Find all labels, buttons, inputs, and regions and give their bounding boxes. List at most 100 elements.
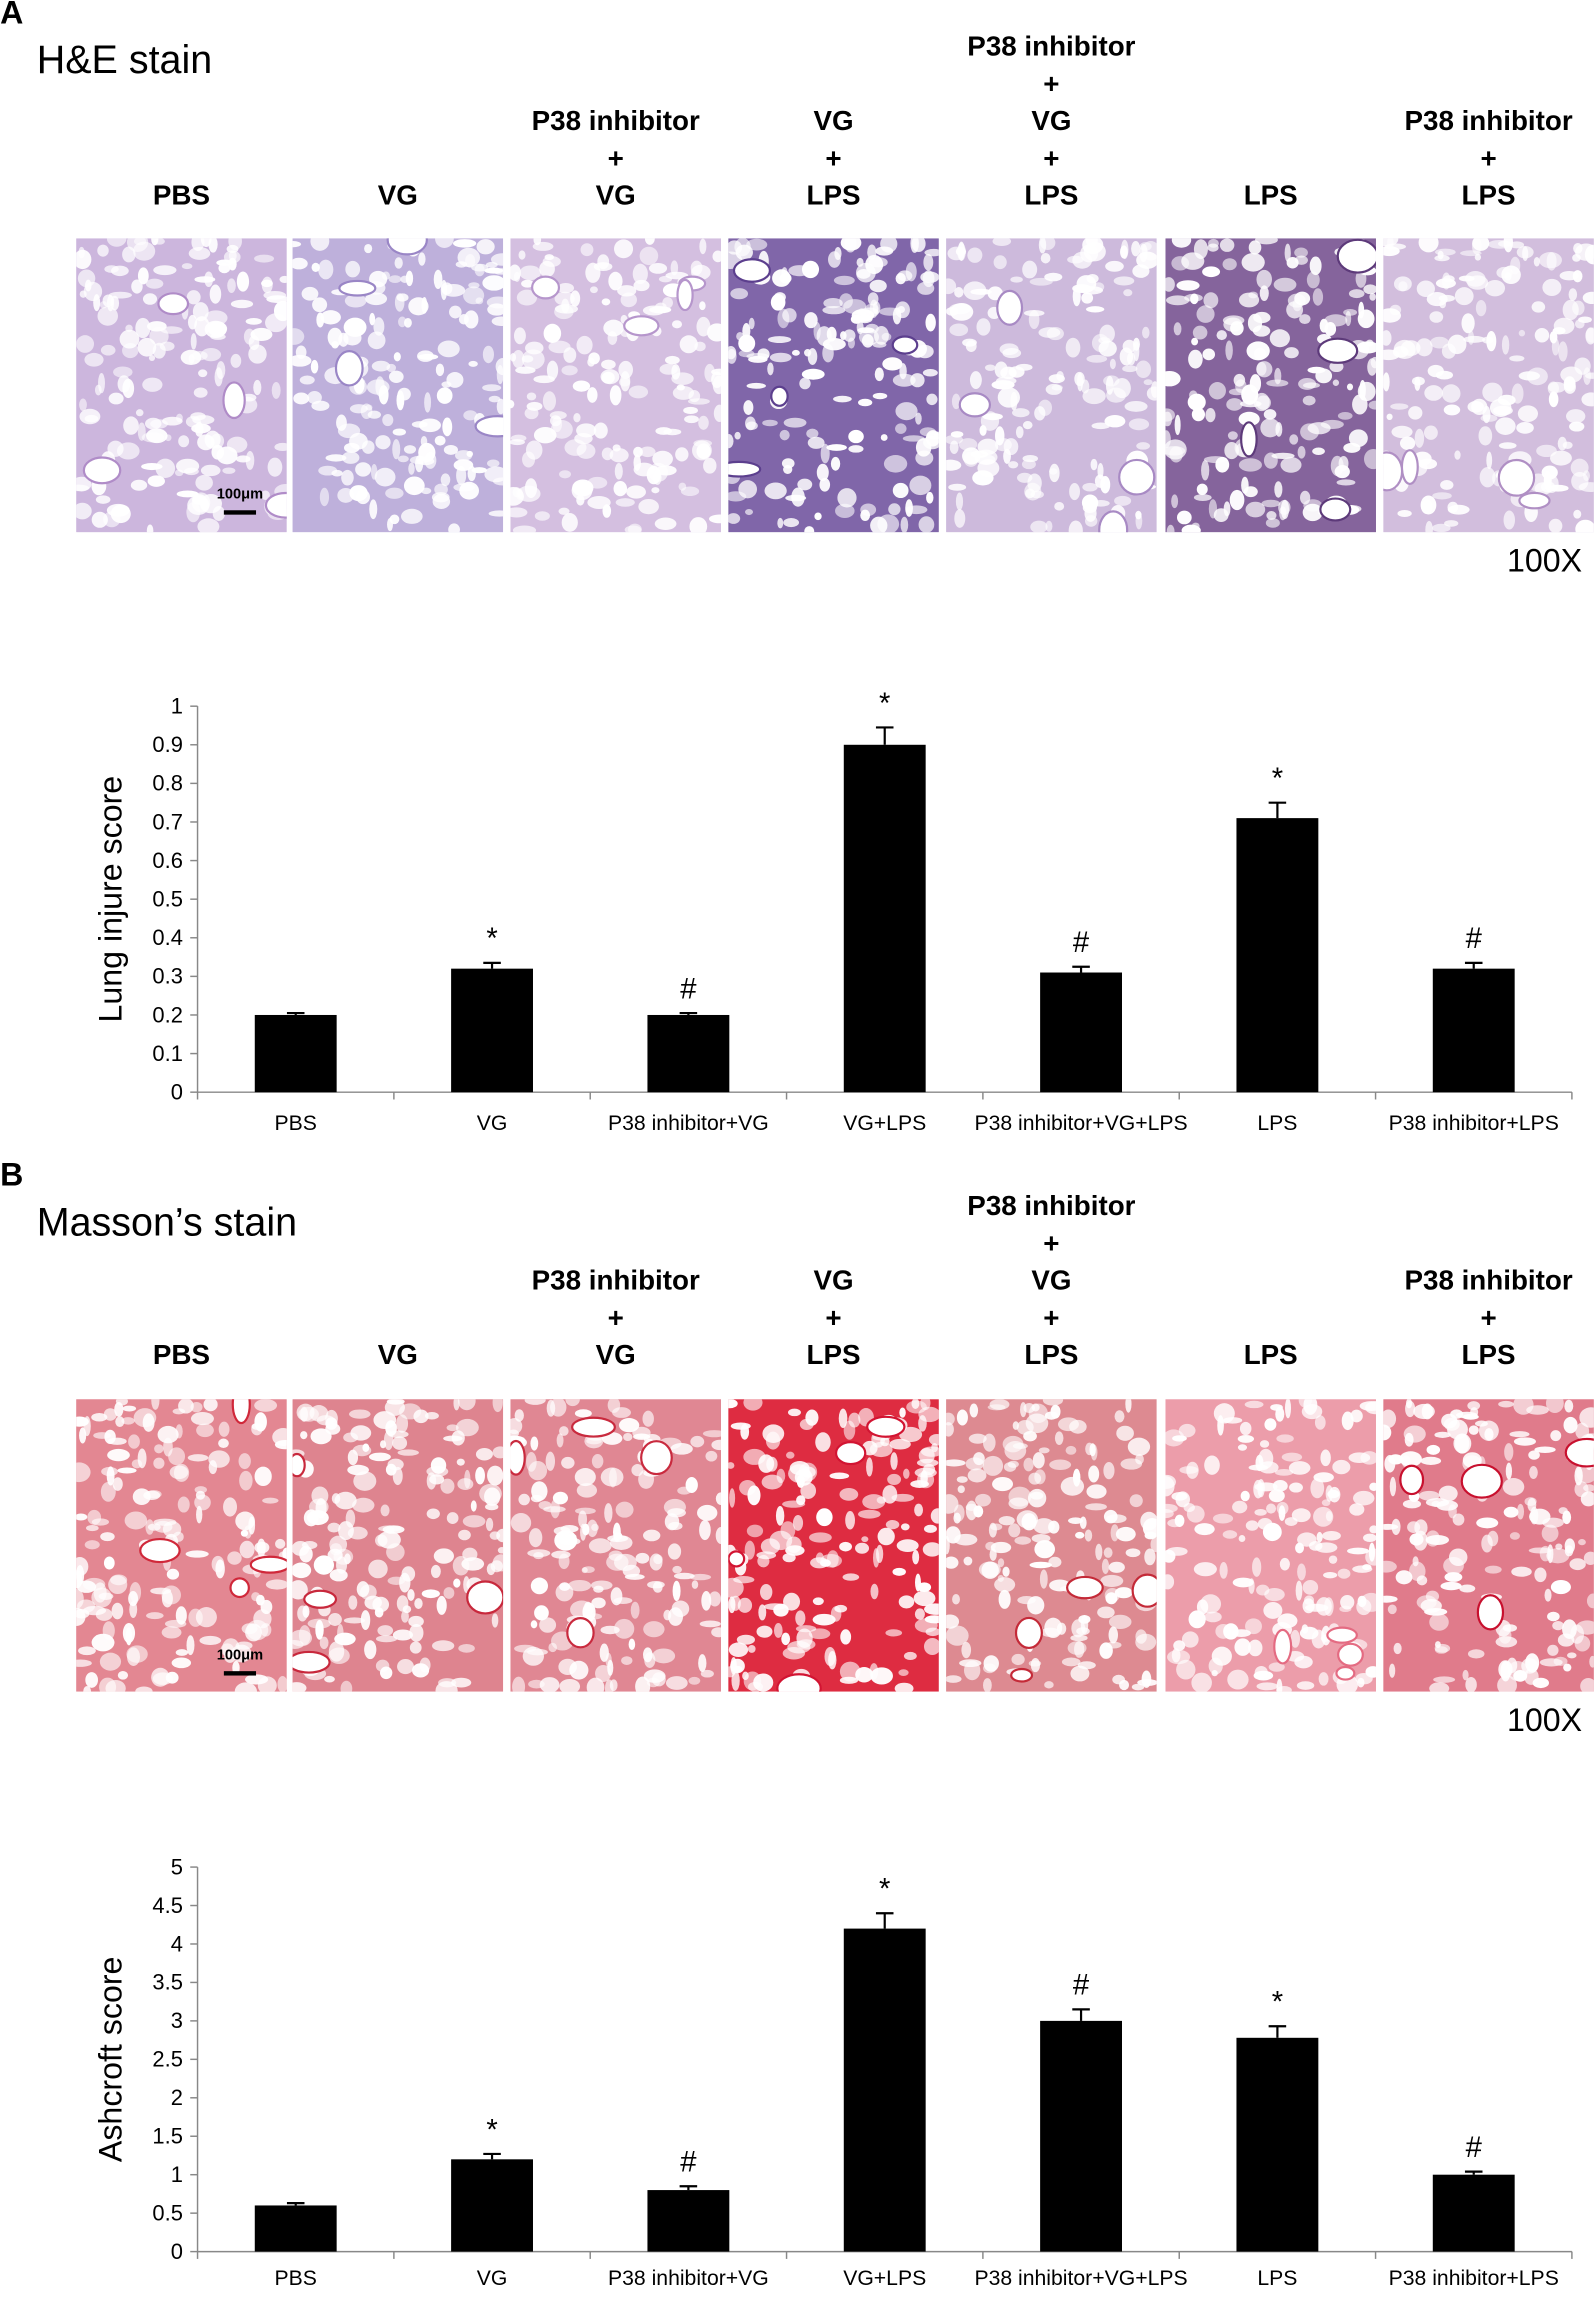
alveolus <box>1022 260 1038 279</box>
histology-image <box>1383 238 1594 533</box>
alveolus <box>699 301 706 311</box>
alveolus <box>899 1426 923 1443</box>
alveolus <box>780 1521 796 1540</box>
alveolus <box>729 1488 736 1508</box>
alveolus <box>623 1432 633 1442</box>
alveolus <box>364 243 373 254</box>
airspace <box>571 1416 616 1438</box>
alveolus <box>923 1637 939 1656</box>
airspace <box>728 460 762 478</box>
alveolus <box>1447 504 1470 515</box>
alveolus <box>965 1457 985 1471</box>
alveolus <box>518 250 526 260</box>
x-tick-label: PBS <box>275 1112 317 1135</box>
alveolus <box>548 340 571 354</box>
alveolus <box>1542 278 1562 297</box>
alveolus <box>484 466 504 483</box>
alveolus <box>435 1681 458 1692</box>
alveolus <box>930 1508 939 1524</box>
alveolus <box>1383 1409 1397 1429</box>
alveolus <box>121 1417 135 1425</box>
alveolus <box>1390 403 1409 410</box>
x-tick-label: P38 inhibitor+LPS <box>1389 2267 1559 2290</box>
alveolus <box>204 310 228 326</box>
airspace <box>1010 1667 1034 1683</box>
alveolus <box>809 1532 832 1543</box>
alveolus <box>839 1487 859 1501</box>
alveolus <box>949 302 974 321</box>
alveolus <box>453 1578 461 1588</box>
alveolus <box>1085 1442 1094 1456</box>
alveolus <box>1365 1548 1376 1566</box>
alveolus <box>185 415 201 428</box>
alveolus <box>1085 1503 1107 1511</box>
alveolus <box>1528 1450 1540 1460</box>
airspace <box>1400 449 1419 486</box>
alveolus <box>97 244 109 257</box>
alveolus <box>254 1399 278 1412</box>
alveolus <box>510 439 525 446</box>
alveolus <box>1099 1642 1113 1659</box>
alveolus <box>593 1585 604 1593</box>
alveolus <box>85 1524 99 1532</box>
alveolus <box>728 1596 736 1614</box>
alveolus <box>601 359 616 370</box>
alveolus <box>1238 292 1260 308</box>
alveolus <box>399 1572 411 1593</box>
alveolus <box>744 1540 755 1560</box>
alveolus <box>706 323 721 342</box>
column-label: + <box>608 1302 624 1333</box>
alveolus <box>1411 376 1425 386</box>
alveolus <box>1045 520 1053 532</box>
alveolus <box>812 1597 824 1606</box>
alveolus <box>169 1465 189 1480</box>
alveolus <box>1082 238 1104 255</box>
alveolus <box>1578 316 1592 324</box>
alveolus <box>663 428 682 436</box>
alveolus <box>341 469 354 486</box>
alveolus <box>1109 358 1116 370</box>
alveolus <box>1259 1440 1270 1448</box>
alveolus <box>638 498 659 515</box>
alveolus <box>1205 408 1216 423</box>
alveolus <box>698 1654 707 1673</box>
alveolus <box>416 457 435 466</box>
alveolus <box>783 417 807 428</box>
x-tick-label: VG <box>477 1112 508 1135</box>
airspace <box>474 415 504 438</box>
alveolus <box>715 1527 721 1544</box>
alveolus <box>441 381 452 388</box>
alveolus <box>1191 337 1199 346</box>
alveolus <box>1256 395 1271 410</box>
alveolus <box>408 297 429 316</box>
alveolus <box>914 1503 924 1517</box>
alveolus <box>699 238 707 255</box>
alveolus <box>1057 1417 1079 1432</box>
alveolus <box>1232 1500 1248 1514</box>
alveolus <box>954 1533 978 1546</box>
alveolus <box>440 1478 455 1494</box>
alveolus <box>1237 1434 1255 1443</box>
alveolus <box>1337 411 1353 420</box>
alveolus <box>186 1635 195 1656</box>
histology-image <box>1383 1399 1594 1692</box>
alveolus <box>1273 277 1297 292</box>
alveolus <box>903 1651 917 1661</box>
alveolus <box>1113 276 1135 286</box>
airspace <box>1131 1573 1157 1608</box>
alveolus <box>534 511 550 521</box>
y-axis-label: Ashcroft score <box>93 1957 129 2163</box>
alveolus <box>1369 293 1376 301</box>
alveolus <box>319 1636 329 1650</box>
alveolus <box>254 254 275 263</box>
alveolus <box>822 338 846 351</box>
alveolus <box>530 1620 538 1629</box>
scale-bar-label: 100μm <box>217 487 263 503</box>
alveolus <box>1352 1565 1373 1573</box>
alveolus <box>518 1493 530 1506</box>
column-label: LPS <box>807 180 861 211</box>
histology-image <box>1165 1399 1376 1692</box>
alveolus <box>824 1646 836 1667</box>
alveolus <box>1517 405 1539 422</box>
alveolus <box>647 1580 665 1589</box>
